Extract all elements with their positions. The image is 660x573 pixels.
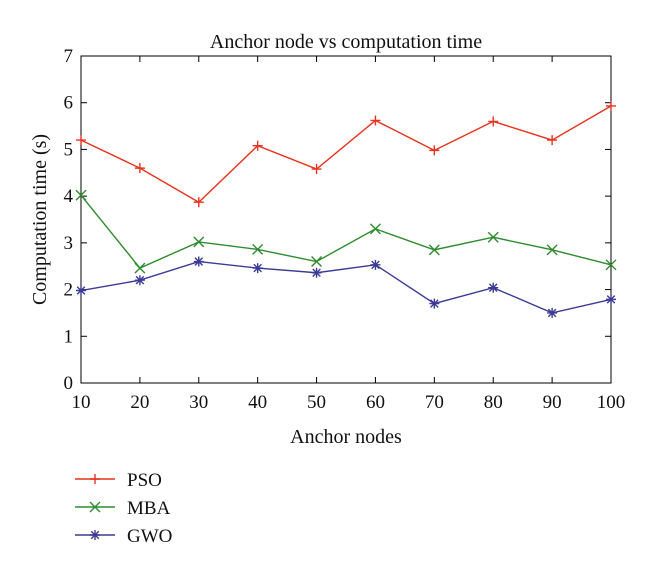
x-tick-label: 70: [425, 392, 444, 413]
legend-item-pso: PSO: [75, 470, 162, 491]
data-point-gwo: [134, 275, 145, 286]
data-point-gwo: [76, 285, 86, 296]
data-point-gwo: [429, 298, 440, 309]
data-point-pso: [547, 135, 558, 146]
data-point-gwo: [311, 267, 322, 278]
legend-label-gwo: GWO: [127, 526, 172, 547]
data-point-mba: [369, 223, 381, 235]
series-mba: [75, 189, 617, 274]
x-tick-label: 20: [130, 392, 149, 413]
data-point-pso: [311, 164, 322, 175]
x-tick-label: 30: [189, 392, 208, 413]
series-line-mba: [80, 194, 612, 269]
data-point-mba: [428, 244, 440, 256]
y-tick-label: 7: [64, 46, 74, 67]
data-point-mba: [134, 262, 146, 274]
data-point-gwo: [252, 263, 263, 274]
y-tick-label: 5: [64, 139, 74, 160]
series-line-pso: [80, 105, 612, 204]
y-tick-label: 0: [64, 373, 74, 394]
legend-label-mba: MBA: [127, 498, 171, 519]
y-tick-label: 2: [64, 280, 74, 301]
data-point-mba: [311, 256, 323, 268]
data-point-pso: [488, 116, 499, 127]
data-point-gwo: [370, 259, 381, 270]
x-axis-label: Anchor nodes: [290, 426, 402, 448]
legend-item-gwo: GWO: [75, 526, 172, 547]
data-point-pso: [134, 163, 145, 174]
legend-marker-gwo: [90, 530, 100, 540]
legend: PSO MBA GWO: [75, 470, 172, 547]
chart-title: Anchor node vs computation time: [210, 31, 482, 53]
plot-area: [80, 55, 612, 384]
data-point-mba: [546, 244, 558, 256]
axes: 10 20 30 40 50 60 70 80 90 100 0 1 2 3 4 5 6 7: [64, 46, 626, 413]
x-tick-label: 100: [597, 392, 626, 413]
legend-item-mba: MBA: [75, 498, 171, 519]
series-line-gwo: [80, 260, 612, 314]
series-gwo: [76, 256, 616, 318]
y-tick-label: 6: [64, 93, 74, 114]
legend-marker-mba: [89, 501, 101, 513]
data-point-mba: [605, 259, 617, 271]
data-point-mba: [252, 243, 264, 255]
legend-label-pso: PSO: [127, 470, 162, 491]
data-point-mba: [75, 189, 87, 201]
y-tick-label: 3: [64, 233, 74, 254]
data-point-pso: [193, 197, 204, 208]
x-tick-label: 90: [543, 392, 562, 413]
x-tick-label: 40: [248, 392, 267, 413]
y-tick-label: 4: [64, 186, 74, 207]
data-point-gwo: [193, 256, 204, 267]
data-point-pso: [606, 100, 616, 111]
legend-marker-pso: [90, 474, 100, 484]
x-tick-label: 50: [307, 392, 326, 413]
data-point-mba: [487, 231, 499, 243]
series-lines: [75, 100, 617, 318]
series-pso: [76, 100, 616, 208]
data-point-pso: [252, 140, 263, 151]
data-point-pso: [76, 135, 86, 146]
data-point-mba: [193, 236, 205, 248]
x-tick-label: 60: [366, 392, 385, 413]
y-axis-label: Computation time (s): [29, 134, 51, 305]
data-point-gwo: [547, 307, 558, 318]
data-point-pso: [370, 115, 381, 126]
data-point-gwo: [488, 282, 499, 293]
data-point-gwo: [606, 294, 616, 305]
x-tick-label: 80: [484, 392, 503, 413]
y-tick-label: 1: [64, 326, 74, 347]
data-point-pso: [429, 145, 440, 156]
x-tick-label: 10: [72, 392, 91, 413]
